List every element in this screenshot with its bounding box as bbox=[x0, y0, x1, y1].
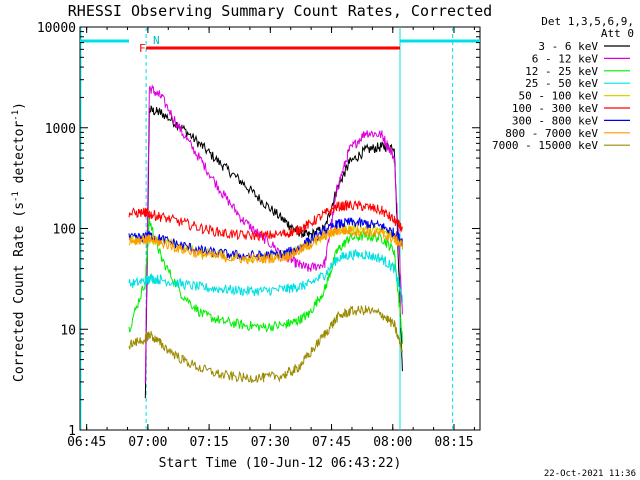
series-line-12-25-keV bbox=[128, 217, 403, 345]
series-path-8 bbox=[128, 304, 403, 383]
x-tick-label-0: 06:45 bbox=[67, 435, 106, 450]
x-tick-label-3: 07:30 bbox=[251, 435, 290, 450]
y-tick-label-4: 10000 bbox=[37, 21, 76, 36]
series-line-7000-15000-keV bbox=[128, 304, 403, 383]
y-tick-label-3: 1000 bbox=[45, 122, 76, 137]
plot-area bbox=[79, 26, 481, 431]
x-tick-label-1: 07:00 bbox=[128, 435, 167, 450]
x-axis-label: Start Time (10-Jun-12 06:43:22) bbox=[159, 456, 402, 471]
x-tick-label-4: 07:45 bbox=[312, 435, 351, 450]
series-path-2 bbox=[128, 217, 403, 345]
y-axis-label: Corrected Count Rate (s-1 detector-1) bbox=[11, 102, 27, 382]
chart-title: RHESSI Observing Summary Count Rates, Co… bbox=[68, 2, 492, 20]
series-path-7 bbox=[128, 226, 403, 265]
series-line-300-800-keV bbox=[128, 216, 403, 261]
legend-label-8: 7000 - 15000 keV bbox=[492, 139, 598, 152]
y-tick-label-0: 1 bbox=[68, 424, 76, 439]
legend-label-4: 50 - 100 keV bbox=[519, 90, 599, 103]
legend-label-1: 6 - 12 keV bbox=[532, 52, 599, 65]
y-tick-label-2: 100 bbox=[53, 223, 76, 238]
data-series bbox=[128, 84, 403, 399]
flag-n-label: N bbox=[153, 34, 160, 47]
series-path-0 bbox=[144, 104, 403, 399]
series-path-5 bbox=[128, 199, 403, 242]
series-line-25-50-keV bbox=[128, 248, 403, 303]
legend-header-0: Det 1,3,5,6,9, bbox=[541, 15, 634, 28]
legend-header-1: Att 0 bbox=[601, 27, 634, 40]
legend-label-2: 12 - 25 keV bbox=[525, 65, 598, 78]
axes: 06:45 07:00 07:15 07:30 07:45 08:00 08:15 1 10 10… bbox=[37, 21, 480, 450]
footer-date: 22-Oct-2021 11:36 bbox=[544, 469, 636, 479]
x-tick-label-6: 08:15 bbox=[434, 435, 473, 450]
series-path-6 bbox=[128, 216, 403, 261]
y-tick-label-1: 10 bbox=[60, 323, 76, 338]
flag-f-label: F bbox=[139, 42, 146, 55]
plot-border bbox=[79, 26, 481, 431]
series-line-800-7000-keV bbox=[128, 226, 403, 265]
series-line-3-6-keV bbox=[144, 104, 403, 399]
legend-label-5: 100 - 300 keV bbox=[512, 102, 598, 115]
legend-label-7: 800 - 7000 keV bbox=[505, 127, 598, 140]
series-path-3 bbox=[128, 248, 403, 303]
x-tick-label-2: 07:15 bbox=[190, 435, 229, 450]
status-bars bbox=[80, 39, 480, 50]
legend-label-0: 3 - 6 keV bbox=[538, 40, 598, 53]
legend-label-6: 300 - 800 keV bbox=[512, 114, 598, 127]
series-line-100-300-keV bbox=[128, 199, 403, 242]
legend-label-3: 25 - 50 keV bbox=[525, 77, 598, 90]
x-tick-label-5: 08:00 bbox=[373, 435, 412, 450]
